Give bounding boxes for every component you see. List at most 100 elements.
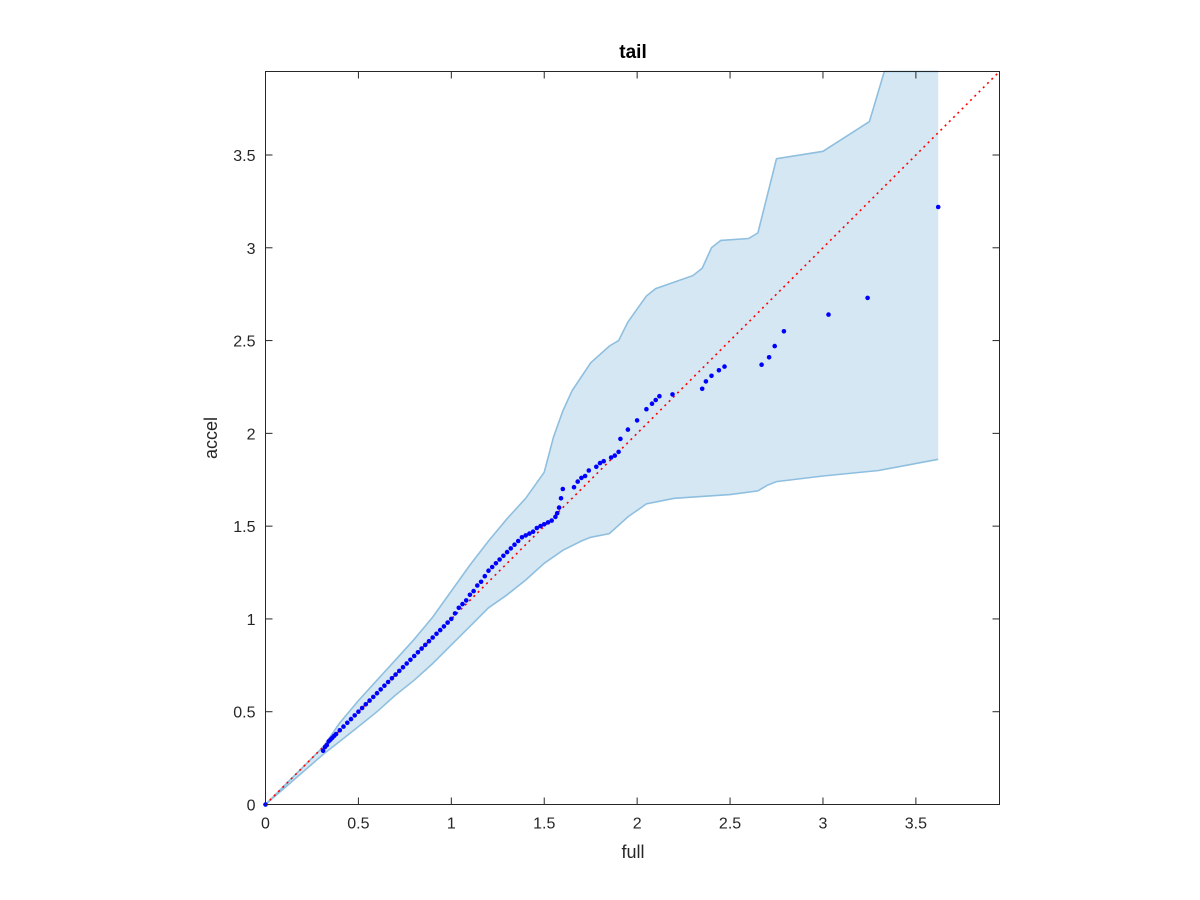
plot-area [263, 70, 1001, 807]
data-point [527, 531, 532, 536]
chart-title: tail [619, 42, 646, 63]
x-axis-ticks: 0 0.5 1 1.5 2 2.5 3 3.5 [261, 71, 927, 833]
data-point [419, 646, 424, 651]
data-point [512, 542, 517, 547]
data-point [374, 690, 380, 696]
x-tick-label: 1 [447, 816, 456, 833]
x-tick-label: 1.5 [533, 816, 555, 833]
data-point [463, 598, 469, 603]
data-point [337, 728, 343, 733]
data-point [571, 484, 577, 490]
data-point [489, 564, 495, 570]
data-point [475, 583, 480, 588]
data-point [345, 720, 350, 726]
data-point [649, 401, 655, 407]
data-point [486, 568, 491, 573]
data-point [766, 355, 772, 360]
data-point [597, 460, 603, 466]
y-tick-label: 0.5 [233, 705, 255, 722]
data-point [411, 653, 417, 659]
data-point [616, 449, 621, 455]
data-point [389, 676, 395, 681]
data-point [471, 588, 476, 594]
data-point [530, 529, 536, 534]
data-point [558, 496, 564, 501]
data-point [560, 486, 566, 492]
data-point [430, 635, 436, 640]
data-point [556, 505, 562, 510]
x-tick-label: 2.5 [719, 816, 741, 833]
data-point [826, 312, 831, 317]
data-point [534, 525, 540, 531]
x-tick-label: 3.5 [905, 816, 927, 833]
data-point [359, 705, 365, 711]
data-point [460, 601, 465, 607]
data-point [482, 573, 488, 579]
y-tick-label: 3.5 [233, 148, 255, 165]
confidence-band-upper-edge [264, 70, 939, 806]
reference-line [264, 70, 1001, 806]
data-point [449, 616, 454, 622]
data-point [333, 731, 339, 737]
data-point [348, 716, 354, 722]
x-tick-label: 3 [819, 816, 828, 833]
data-point [400, 664, 406, 670]
data-point [519, 535, 525, 540]
data-point [759, 362, 764, 368]
data-point [467, 592, 473, 598]
data-point [382, 683, 387, 688]
data-point [456, 605, 462, 611]
data-point [352, 713, 358, 718]
data-point [437, 627, 443, 633]
y-tick-label: 2.5 [233, 334, 255, 351]
data-point [644, 406, 649, 412]
data-point [423, 642, 428, 648]
data-point [478, 579, 484, 585]
data-point [612, 453, 618, 458]
y-axis-label: accel [201, 417, 221, 459]
data-point [445, 620, 450, 625]
data-point [515, 538, 521, 544]
data-point [608, 455, 614, 460]
x-axis-label: full [621, 842, 644, 862]
data-point [385, 679, 391, 685]
data-point [935, 204, 941, 210]
y-tick-label: 3 [247, 241, 256, 258]
data-point [397, 668, 402, 674]
data-point [657, 393, 662, 399]
data-point [497, 557, 502, 562]
data-point [320, 748, 326, 753]
data-point [523, 533, 528, 538]
confidence-band-lower-edge [264, 458, 939, 806]
data-point [582, 473, 588, 479]
data-point [579, 475, 584, 481]
data-point [670, 392, 675, 397]
data-point [415, 650, 421, 655]
x-tick-label: 0 [261, 816, 270, 833]
data-point [452, 611, 458, 616]
data-points [263, 204, 941, 807]
data-point [553, 514, 558, 520]
data-point [594, 464, 599, 470]
data-point [781, 329, 787, 334]
data-point [408, 657, 413, 663]
data-point [772, 343, 777, 349]
data-point [324, 742, 330, 748]
data-point [722, 364, 727, 369]
data-point [538, 523, 543, 529]
data-point [625, 427, 631, 432]
data-point [341, 724, 346, 729]
y-tick-label: 1 [247, 612, 256, 629]
data-point [493, 561, 499, 566]
confidence-band [265, 71, 939, 805]
data-point [378, 687, 384, 692]
data-point [549, 518, 554, 523]
data-point [541, 522, 547, 527]
data-point [441, 624, 447, 629]
data-point [634, 418, 640, 423]
y-axis-ticks: 0 0.5 1 1.5 2 2.5 3 3.5 [233, 148, 1000, 815]
data-point [545, 520, 551, 525]
data-point [699, 386, 705, 392]
data-point [709, 373, 714, 379]
